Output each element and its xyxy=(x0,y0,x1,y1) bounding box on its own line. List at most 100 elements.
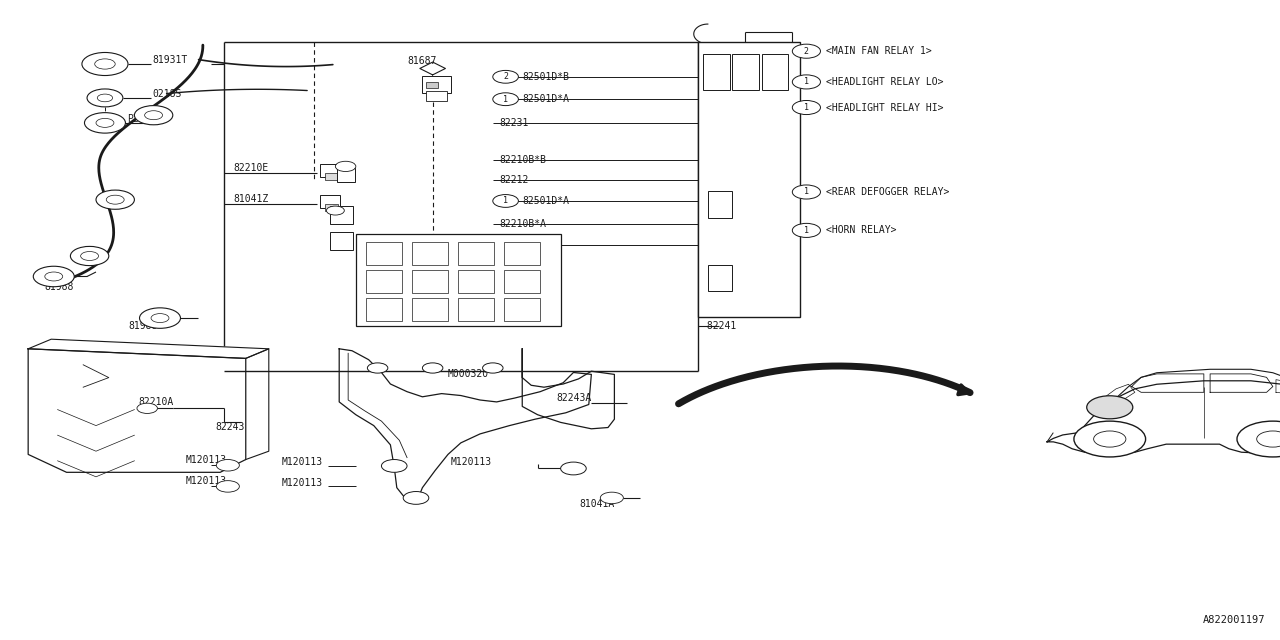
Bar xyxy=(458,242,494,265)
Circle shape xyxy=(145,111,163,120)
Circle shape xyxy=(84,113,125,133)
Bar xyxy=(504,242,540,265)
Text: 82243: 82243 xyxy=(215,422,244,432)
Circle shape xyxy=(151,314,169,323)
Text: 82210A: 82210A xyxy=(499,240,535,250)
Text: <MAIN FAN RELAY 1>: <MAIN FAN RELAY 1> xyxy=(826,46,932,56)
Circle shape xyxy=(792,100,820,115)
Bar xyxy=(412,298,448,321)
Bar xyxy=(504,298,540,321)
Text: 82212: 82212 xyxy=(499,175,529,186)
Circle shape xyxy=(561,462,586,475)
Circle shape xyxy=(70,246,109,266)
Bar xyxy=(504,270,540,293)
Circle shape xyxy=(216,460,239,471)
Bar xyxy=(366,298,402,321)
Circle shape xyxy=(792,185,820,199)
Bar xyxy=(426,82,438,88)
Bar xyxy=(412,242,448,265)
Circle shape xyxy=(97,94,113,102)
Circle shape xyxy=(493,195,518,207)
Bar xyxy=(325,173,338,180)
Bar xyxy=(320,164,340,177)
Bar xyxy=(708,191,732,218)
Bar xyxy=(458,298,494,321)
Bar xyxy=(422,76,451,93)
Circle shape xyxy=(1257,431,1280,447)
Circle shape xyxy=(403,492,429,504)
Text: 81988: 81988 xyxy=(45,282,74,292)
Text: 1: 1 xyxy=(804,226,809,235)
Text: M120113: M120113 xyxy=(282,457,323,467)
Text: 1: 1 xyxy=(804,77,809,86)
Text: 82210B*A: 82210B*A xyxy=(499,219,547,229)
Text: 81988: 81988 xyxy=(128,321,157,332)
Text: 82210A: 82210A xyxy=(138,397,174,407)
Circle shape xyxy=(106,195,124,204)
Circle shape xyxy=(600,492,623,504)
Circle shape xyxy=(792,223,820,237)
Bar xyxy=(762,54,788,90)
Circle shape xyxy=(792,75,820,89)
Circle shape xyxy=(422,363,443,373)
Bar xyxy=(458,270,494,293)
Circle shape xyxy=(1074,421,1146,457)
Bar xyxy=(330,206,353,224)
Circle shape xyxy=(134,106,173,125)
Text: A822001197: A822001197 xyxy=(1203,614,1266,625)
Text: M120113: M120113 xyxy=(451,457,492,467)
Text: 81041A: 81041A xyxy=(580,499,616,509)
Circle shape xyxy=(381,460,407,472)
Circle shape xyxy=(326,206,344,215)
Circle shape xyxy=(335,161,356,172)
Bar xyxy=(325,204,338,211)
Circle shape xyxy=(1093,431,1126,447)
Text: 82210B*B: 82210B*B xyxy=(499,155,547,165)
Circle shape xyxy=(367,363,388,373)
Text: 82231: 82231 xyxy=(499,118,529,128)
Circle shape xyxy=(792,44,820,58)
Text: M120113: M120113 xyxy=(186,455,227,465)
Circle shape xyxy=(45,272,63,281)
Text: M000320: M000320 xyxy=(448,369,489,380)
Text: M120113: M120113 xyxy=(282,478,323,488)
Text: <HEADLIGHT RELAY HI>: <HEADLIGHT RELAY HI> xyxy=(826,102,943,113)
Text: 82501D*B: 82501D*B xyxy=(522,72,570,82)
Circle shape xyxy=(33,266,74,287)
Text: 1: 1 xyxy=(503,196,508,205)
Text: 1: 1 xyxy=(804,103,809,112)
Text: P200005: P200005 xyxy=(127,114,168,124)
Circle shape xyxy=(1087,396,1133,419)
Text: 81687: 81687 xyxy=(407,56,436,66)
Circle shape xyxy=(216,481,239,492)
Circle shape xyxy=(82,52,128,76)
Circle shape xyxy=(493,93,518,106)
Circle shape xyxy=(87,89,123,107)
Circle shape xyxy=(96,190,134,209)
Bar xyxy=(320,195,340,208)
Text: 2: 2 xyxy=(804,47,809,56)
Bar xyxy=(366,242,402,265)
Circle shape xyxy=(137,403,157,413)
Bar xyxy=(426,91,447,101)
Text: 82243A: 82243A xyxy=(557,393,593,403)
Circle shape xyxy=(140,308,180,328)
Text: 82501D*A: 82501D*A xyxy=(522,94,570,104)
Circle shape xyxy=(493,70,518,83)
Text: 82501D*A: 82501D*A xyxy=(522,196,570,206)
Text: <HORN RELAY>: <HORN RELAY> xyxy=(826,225,896,236)
Text: 1: 1 xyxy=(503,95,508,104)
Circle shape xyxy=(1236,421,1280,457)
Text: 81041Z: 81041Z xyxy=(233,194,269,204)
Text: 81931T: 81931T xyxy=(152,55,188,65)
Bar xyxy=(337,168,355,182)
Bar xyxy=(703,54,730,90)
Bar xyxy=(356,234,561,326)
Text: 1: 1 xyxy=(804,188,809,196)
Circle shape xyxy=(483,363,503,373)
Circle shape xyxy=(95,59,115,69)
Circle shape xyxy=(96,118,114,127)
Text: M120113: M120113 xyxy=(186,476,227,486)
Bar xyxy=(708,265,732,291)
Circle shape xyxy=(81,252,99,260)
